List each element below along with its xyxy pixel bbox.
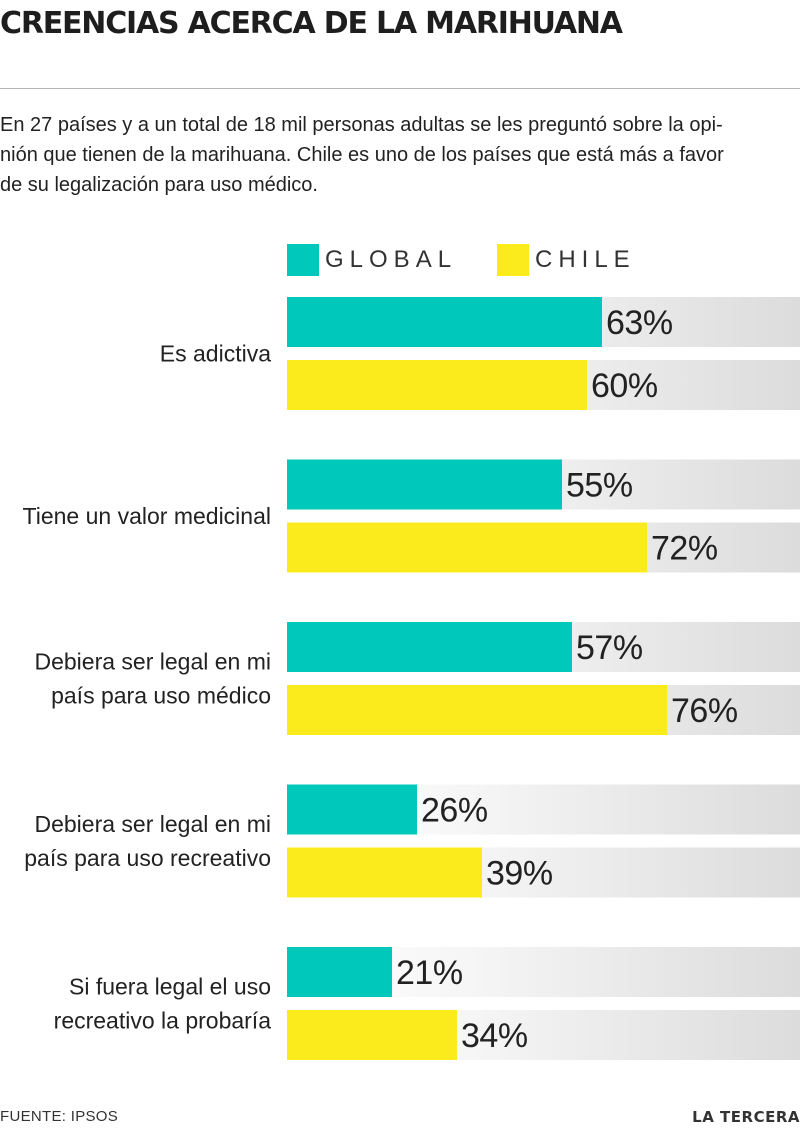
bar-global bbox=[287, 459, 562, 510]
legend-label-chile: CHILE bbox=[535, 246, 636, 273]
header-divider bbox=[0, 88, 800, 89]
legend-swatch-chile bbox=[497, 244, 529, 276]
data-label: 57% bbox=[576, 629, 643, 667]
data-label: 76% bbox=[671, 692, 738, 730]
legend-swatch-global bbox=[287, 244, 319, 276]
intro-line: En 27 países y a un total de 18 mil pers… bbox=[0, 114, 723, 136]
bar-chile bbox=[287, 522, 647, 573]
bar-global bbox=[287, 947, 392, 997]
page-title: CREENCIAS ACERCA DE LA MARIHUANA bbox=[0, 6, 623, 41]
category-label: Si fuera legal el uso bbox=[69, 974, 271, 1000]
category-label: Es adictiva bbox=[160, 341, 271, 367]
category-label: país para uso recreativo bbox=[24, 845, 271, 871]
data-label: 63% bbox=[606, 304, 673, 342]
bar-global bbox=[287, 784, 417, 835]
category-label: Debiera ser legal en mi bbox=[34, 649, 271, 675]
bar-chile bbox=[287, 1010, 457, 1060]
category-label: recreativo la probaría bbox=[54, 1008, 272, 1034]
bar-chile bbox=[287, 360, 587, 410]
category-label: Tiene un valor medicinal bbox=[23, 503, 271, 529]
intro-line: nión que tienen de la marihuana. Chile e… bbox=[0, 144, 724, 166]
source-note: FUENTE: IPSOS bbox=[0, 1108, 119, 1125]
publisher-logo: LA TERCERA bbox=[692, 1108, 800, 1126]
category-label: Debiera ser legal en mi bbox=[34, 811, 271, 837]
data-label: 55% bbox=[566, 467, 633, 505]
data-label: 72% bbox=[651, 530, 718, 568]
data-label: 21% bbox=[396, 954, 463, 992]
data-label: 34% bbox=[461, 1017, 528, 1055]
intro-line: de su legalización para uso médico. bbox=[0, 174, 318, 196]
legend-label-global: GLOBAL bbox=[325, 246, 458, 273]
intro-text: En 27 países y a un total de 18 mil pers… bbox=[0, 110, 800, 200]
category-label: país para uso médico bbox=[51, 683, 271, 709]
bar-chile bbox=[287, 847, 482, 898]
bar-chart: 63% 60% Es adictiva 55% 72% Tiene un valor me… bbox=[23, 297, 800, 1060]
bar-global bbox=[287, 297, 602, 347]
bar-global bbox=[287, 622, 572, 672]
data-label: 39% bbox=[486, 855, 553, 893]
bar-chile bbox=[287, 685, 667, 735]
data-label: 26% bbox=[421, 792, 488, 830]
data-label: 60% bbox=[591, 367, 658, 405]
